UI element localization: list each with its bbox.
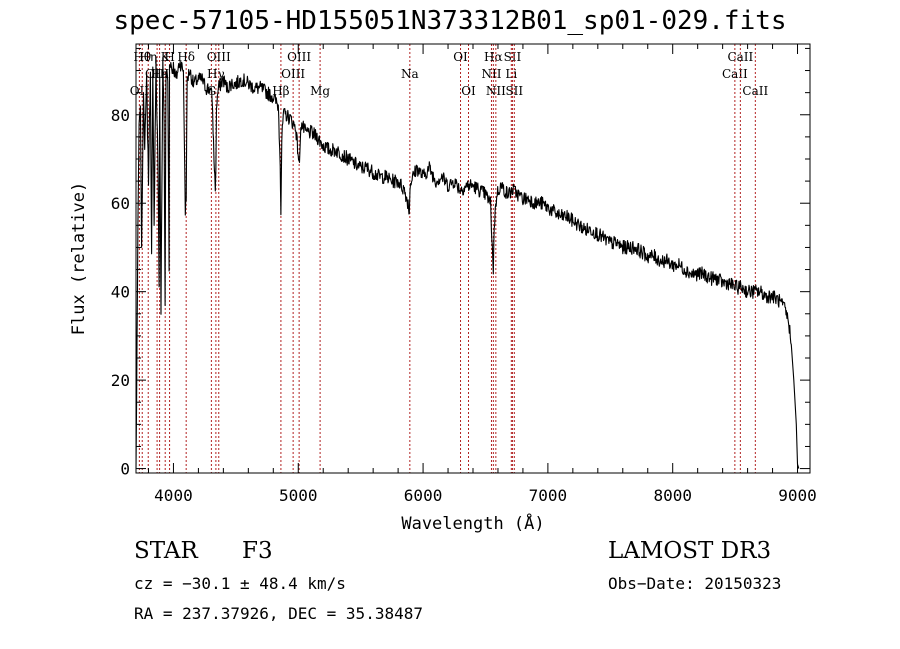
line-label-12: OIII bbox=[281, 67, 305, 81]
line-label-1: Hθ bbox=[133, 50, 151, 64]
redshift-velocity: cz = −30.1 ± 48.4 km/s bbox=[134, 574, 346, 593]
spectrum-line bbox=[135, 56, 800, 469]
line-label-26: CaII bbox=[742, 84, 768, 98]
line-label-23: SII bbox=[505, 84, 523, 98]
line-label-10: OIII bbox=[207, 50, 231, 64]
line-label-14: Mg bbox=[310, 84, 330, 98]
line-label-5: K bbox=[161, 50, 171, 64]
line-label-18: NII bbox=[481, 67, 501, 81]
line-label-0: OII bbox=[130, 84, 150, 98]
line-label-19: Hα bbox=[484, 50, 503, 64]
x-tick-label-2: 6000 bbox=[404, 486, 443, 505]
line-label-9: Hγ bbox=[207, 67, 225, 81]
line-label-11: Hβ bbox=[272, 84, 289, 98]
plot-frame bbox=[135, 43, 811, 474]
y-tick-label-0: 0 bbox=[120, 460, 130, 479]
line-label-2: Hη bbox=[139, 50, 157, 64]
sky-coordinates: RA = 237.37926, DEC = 35.38487 bbox=[134, 604, 423, 623]
line-label-22: SII bbox=[504, 50, 522, 64]
x-tick-label-3: 7000 bbox=[529, 486, 568, 505]
line-label-6: H bbox=[164, 50, 174, 64]
line-label-16: OI bbox=[453, 50, 468, 64]
observation-date: Obs−Date: 20150323 bbox=[608, 574, 782, 593]
line-label-20: NII bbox=[486, 84, 506, 98]
line-label-25: CaII bbox=[727, 50, 753, 64]
line-label-21: Li bbox=[505, 67, 517, 81]
x-tick-label-1: 5000 bbox=[279, 486, 318, 505]
line-label-24: CaII bbox=[722, 67, 748, 81]
y-tick-label-1: 20 bbox=[111, 371, 130, 390]
line-label-13: OIII bbox=[287, 50, 311, 64]
object-type: STAR bbox=[134, 538, 198, 564]
survey-name: LAMOST DR3 bbox=[608, 538, 772, 564]
line-label-7: Hδ bbox=[177, 50, 195, 64]
y-tick-label-2: 40 bbox=[111, 283, 130, 302]
x-tick-label-4: 8000 bbox=[653, 486, 692, 505]
x-tick-label-5: 9000 bbox=[778, 486, 817, 505]
line-label-17: OI bbox=[461, 84, 476, 98]
y-tick-label-3: 60 bbox=[111, 194, 130, 213]
line-label-15: Na bbox=[401, 67, 419, 81]
y-tick-label-4: 80 bbox=[111, 106, 130, 125]
x-axis-label: Wavelength (Å) bbox=[401, 512, 544, 534]
y-axis-label: Flux (relative) bbox=[69, 182, 89, 336]
chart-title: spec-57105-HD155051N373312B01_sp01-029.f… bbox=[113, 6, 787, 36]
x-tick-label-0: 4000 bbox=[154, 486, 193, 505]
spectral-class: F3 bbox=[242, 538, 273, 564]
